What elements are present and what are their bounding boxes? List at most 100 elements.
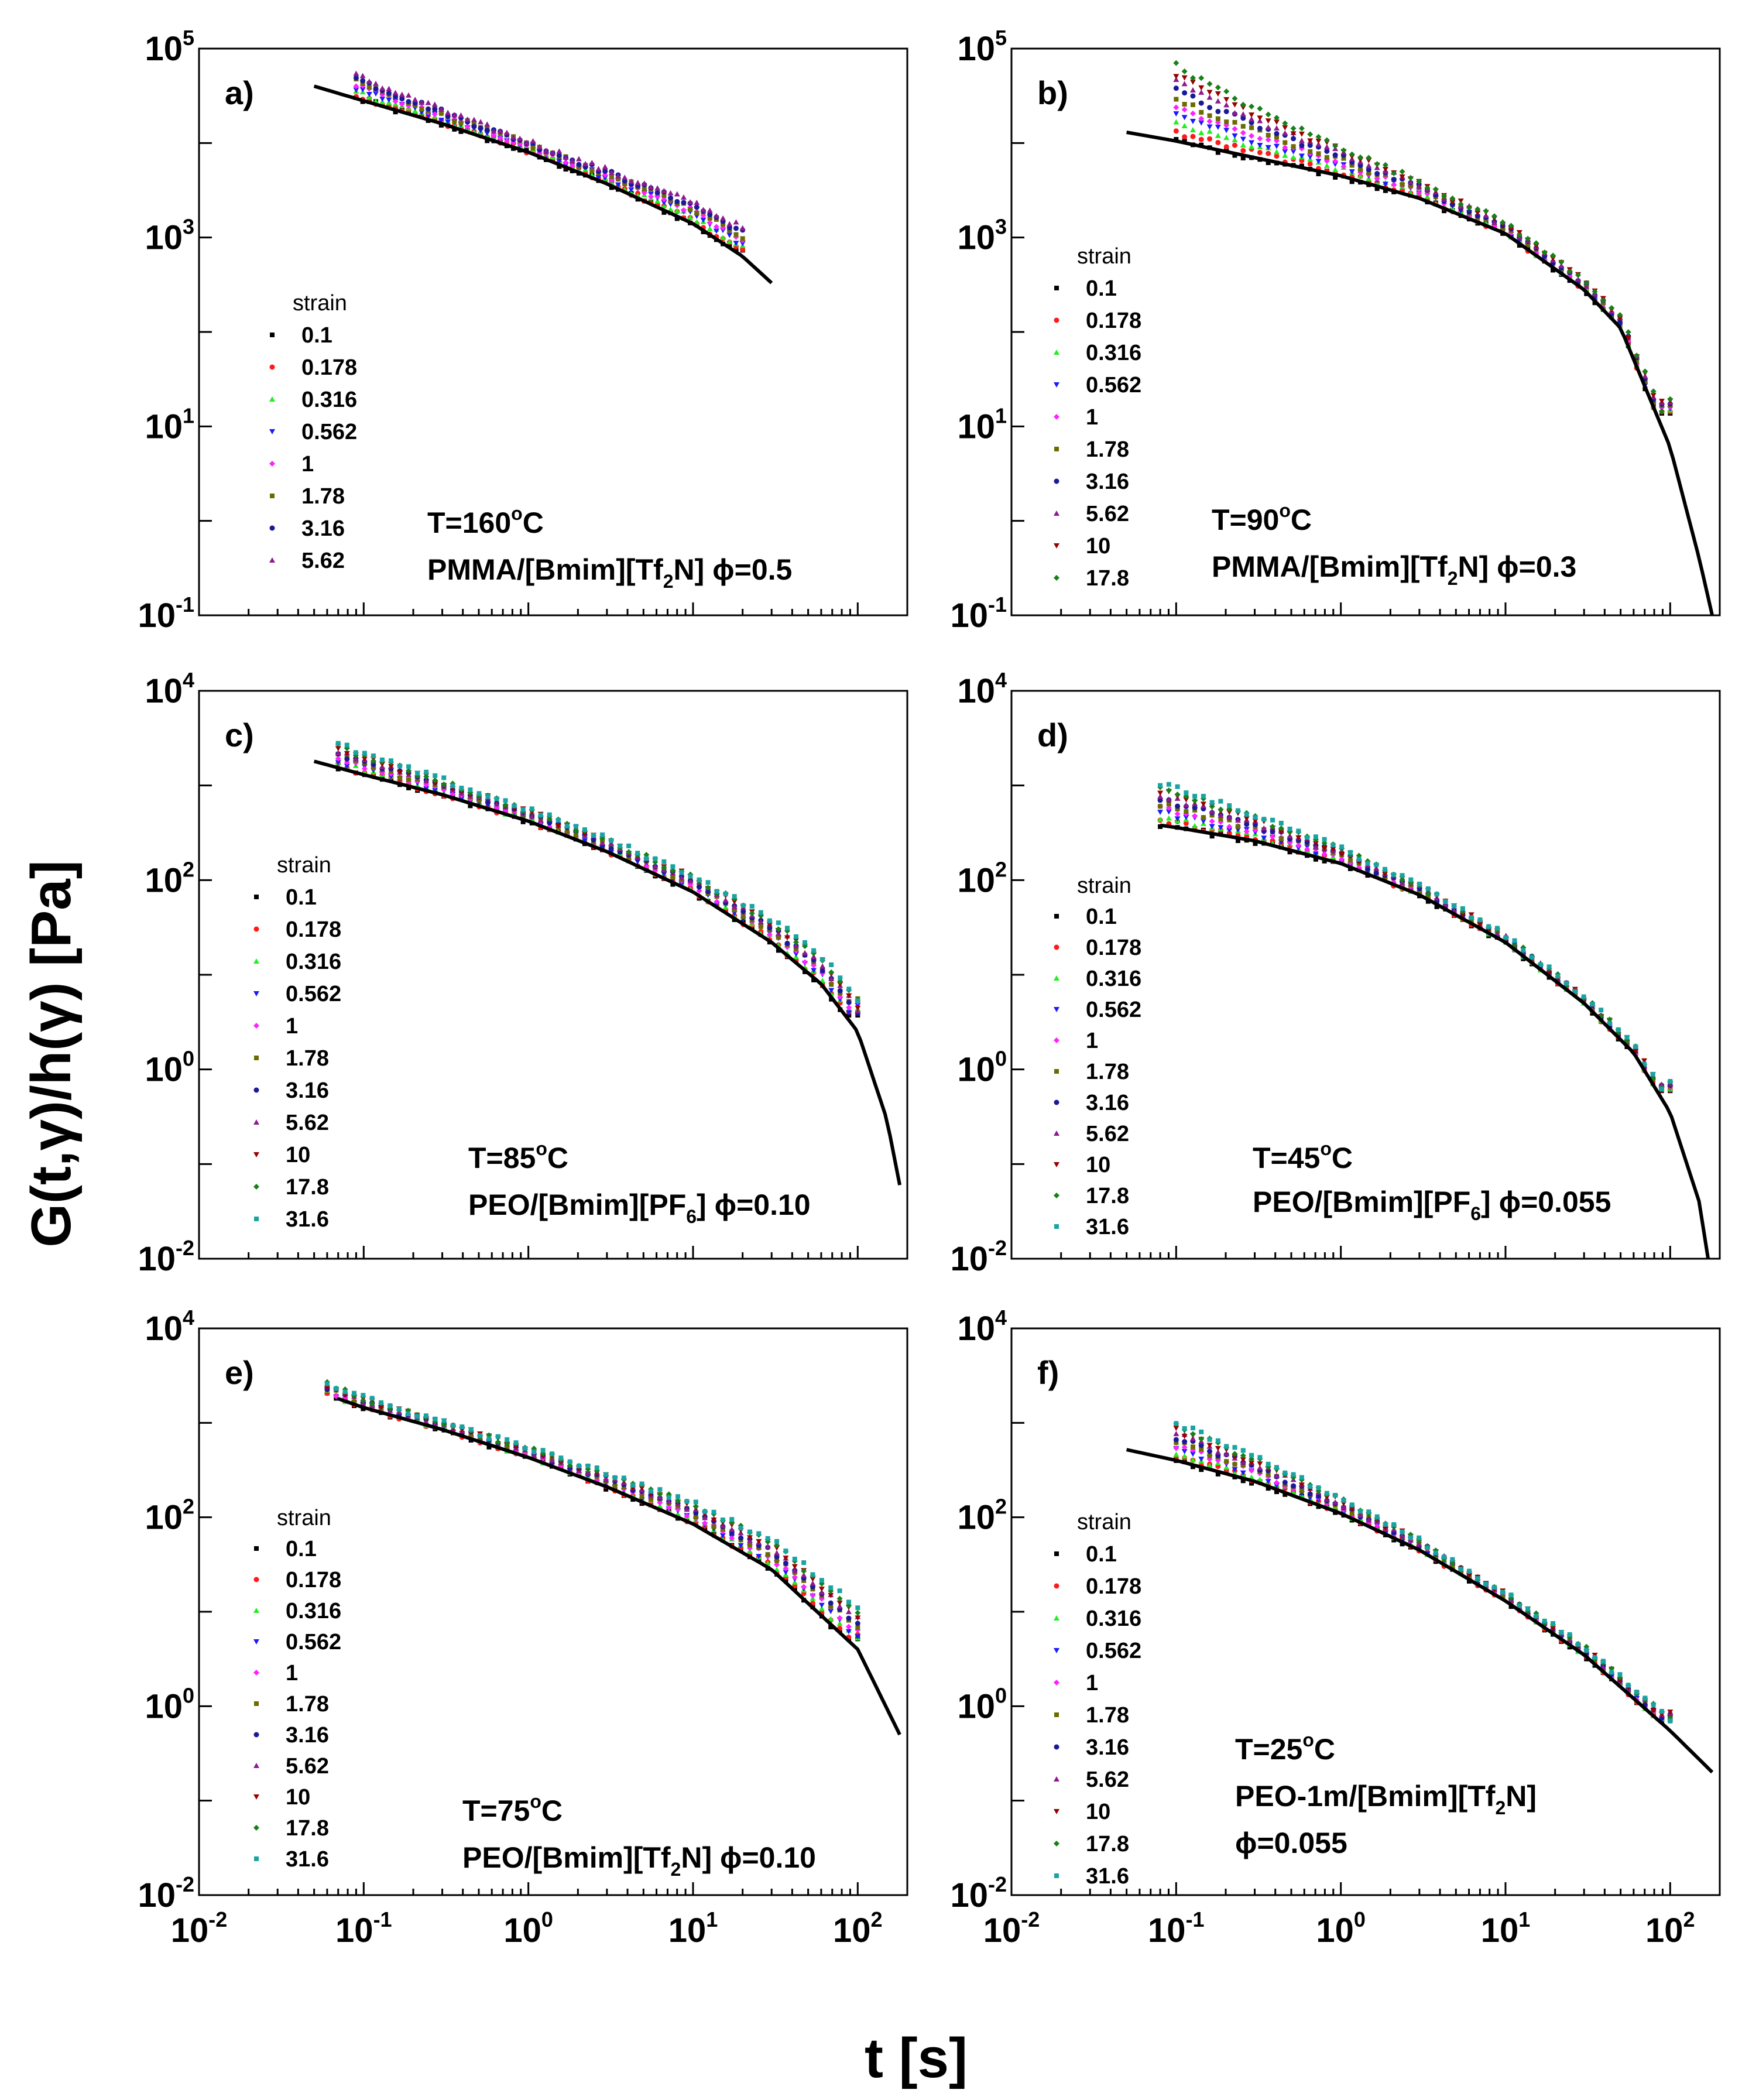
data-point xyxy=(1249,116,1255,122)
legend-entry: 31.6 xyxy=(1086,1215,1129,1239)
data-point xyxy=(684,1499,690,1504)
data-point xyxy=(1433,1554,1438,1559)
data-point xyxy=(1483,208,1489,214)
data-point xyxy=(1182,1439,1188,1445)
data-point xyxy=(491,132,497,139)
data-point xyxy=(608,170,615,176)
data-point xyxy=(1417,1535,1422,1540)
data-point xyxy=(485,799,491,805)
data-point xyxy=(1189,1431,1196,1437)
data-point xyxy=(1323,137,1330,143)
data-point xyxy=(1633,1044,1638,1049)
data-point xyxy=(667,190,674,196)
data-point xyxy=(1558,259,1565,265)
data-point xyxy=(1199,109,1204,115)
data-point xyxy=(1567,1632,1572,1637)
data-point xyxy=(1494,926,1500,931)
data-point xyxy=(738,1543,744,1549)
data-point xyxy=(1190,1444,1195,1450)
data-point xyxy=(1315,159,1322,165)
data-point xyxy=(433,773,438,778)
data-point xyxy=(726,221,733,227)
data-point xyxy=(529,813,535,819)
x-tick-label: 100 xyxy=(503,1907,553,1950)
data-point xyxy=(855,1625,860,1630)
data-point xyxy=(836,1600,843,1606)
data-point xyxy=(602,164,608,170)
model-fit-line xyxy=(1160,823,1710,1259)
data-point xyxy=(406,1411,411,1416)
data-point xyxy=(1227,803,1232,809)
data-point xyxy=(1282,120,1288,126)
x-tick-label: 10-2 xyxy=(983,1907,1040,1950)
data-point xyxy=(1356,857,1362,862)
data-point xyxy=(1282,149,1288,155)
data-point xyxy=(696,888,702,894)
legend-marker xyxy=(1054,1007,1059,1012)
legend-title: strain xyxy=(1077,244,1131,269)
data-point xyxy=(615,182,622,188)
data-point xyxy=(431,101,438,107)
data-point xyxy=(775,930,781,936)
data-point xyxy=(1235,808,1240,813)
data-point xyxy=(1564,981,1569,986)
data-point xyxy=(1257,1465,1263,1471)
data-point xyxy=(1273,1472,1280,1478)
data-point xyxy=(1249,143,1255,149)
data-point xyxy=(582,160,589,166)
data-point xyxy=(758,924,763,929)
data-point xyxy=(1257,1455,1263,1460)
data-point xyxy=(810,1592,816,1599)
data-point xyxy=(774,1542,780,1549)
x-tick-label: 10-1 xyxy=(335,1907,392,1950)
data-point xyxy=(793,939,800,945)
material-annotation: PMMA/[Bmim][Tf2N] ϕ=0.3 xyxy=(1212,550,1576,589)
data-point xyxy=(1240,129,1246,136)
panel-a: 105 103 101 10-1 a) strain 0.1 0.178 0.316 0.562 1… xyxy=(138,26,908,635)
legend-marker xyxy=(1054,1873,1059,1878)
legend-marker xyxy=(269,461,275,467)
legend-marker xyxy=(1054,1193,1059,1198)
legend-entry: 0.562 xyxy=(301,420,357,444)
data-point xyxy=(432,777,438,783)
data-point xyxy=(1332,1499,1339,1505)
data-point xyxy=(1265,118,1271,124)
data-point xyxy=(386,85,392,91)
data-point xyxy=(1299,143,1305,149)
data-point xyxy=(1407,179,1414,184)
data-point xyxy=(692,1503,699,1510)
data-point xyxy=(458,121,464,126)
data-point xyxy=(591,837,596,843)
data-point xyxy=(1425,895,1431,900)
data-point xyxy=(1408,183,1413,189)
data-point xyxy=(1298,153,1305,159)
data-point xyxy=(1659,408,1665,414)
data-point xyxy=(1249,1460,1255,1466)
data-point xyxy=(556,152,562,158)
legend-marker xyxy=(253,1152,259,1157)
data-point xyxy=(386,97,392,103)
data-point xyxy=(1424,184,1431,191)
data-point xyxy=(1600,1659,1606,1664)
data-point xyxy=(723,891,728,896)
data-point xyxy=(612,1475,618,1480)
material-annotation: PEO/[Bmim][PF6] ϕ=0.055 xyxy=(1253,1186,1611,1224)
legend-marker xyxy=(1054,478,1059,484)
data-point xyxy=(642,186,647,191)
material-annotation: PEO-1m/[Bmim][Tf2N] xyxy=(1235,1780,1537,1818)
data-point xyxy=(468,1427,474,1432)
data-point xyxy=(681,200,687,205)
data-point xyxy=(1650,1707,1657,1713)
data-point xyxy=(1253,815,1258,820)
data-point xyxy=(537,817,544,823)
data-point xyxy=(1253,841,1258,846)
data-point xyxy=(818,1587,825,1592)
data-point xyxy=(1240,1448,1246,1453)
data-point xyxy=(1298,1482,1305,1488)
data-point xyxy=(1599,1008,1604,1013)
data-point xyxy=(1270,828,1275,834)
data-point xyxy=(1651,400,1656,405)
data-point xyxy=(1181,75,1188,81)
data-point xyxy=(1321,845,1328,851)
data-point xyxy=(423,778,430,784)
